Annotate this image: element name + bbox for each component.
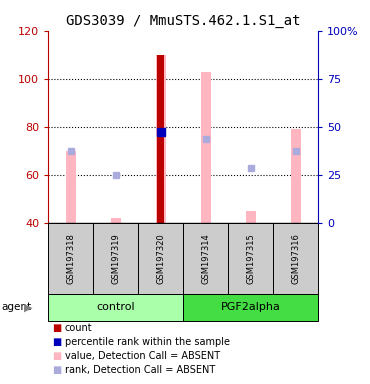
Text: value, Detection Call = ABSENT: value, Detection Call = ABSENT — [65, 351, 220, 361]
FancyBboxPatch shape — [183, 294, 318, 321]
Text: GSM197319: GSM197319 — [111, 233, 120, 284]
Bar — [111, 218, 121, 223]
Text: ■: ■ — [52, 365, 61, 375]
Text: ■: ■ — [52, 351, 61, 361]
Text: PGF2alpha: PGF2alpha — [221, 302, 280, 312]
Text: ■: ■ — [52, 323, 61, 333]
FancyBboxPatch shape — [228, 223, 273, 294]
Text: percentile rank within the sample: percentile rank within the sample — [65, 337, 230, 347]
Bar — [201, 71, 211, 223]
FancyBboxPatch shape — [48, 223, 93, 294]
Bar — [246, 211, 256, 223]
Bar — [158, 55, 164, 223]
Bar — [156, 55, 166, 223]
Text: GSM197320: GSM197320 — [156, 233, 165, 284]
Text: ■: ■ — [52, 337, 61, 347]
FancyBboxPatch shape — [138, 223, 183, 294]
FancyBboxPatch shape — [273, 223, 318, 294]
Bar — [65, 151, 75, 223]
Text: control: control — [96, 302, 135, 312]
Bar — [291, 129, 301, 223]
Text: count: count — [65, 323, 92, 333]
Text: GSM197316: GSM197316 — [291, 233, 300, 284]
Text: GSM197314: GSM197314 — [201, 233, 210, 284]
Text: agent: agent — [2, 302, 32, 312]
Text: GSM197318: GSM197318 — [66, 233, 75, 284]
FancyBboxPatch shape — [48, 294, 183, 321]
FancyBboxPatch shape — [93, 223, 138, 294]
Text: ▶: ▶ — [24, 302, 33, 312]
Text: GSM197315: GSM197315 — [246, 233, 255, 284]
Title: GDS3039 / MmuSTS.462.1.S1_at: GDS3039 / MmuSTS.462.1.S1_at — [66, 14, 300, 28]
FancyBboxPatch shape — [183, 223, 228, 294]
Text: rank, Detection Call = ABSENT: rank, Detection Call = ABSENT — [65, 365, 215, 375]
